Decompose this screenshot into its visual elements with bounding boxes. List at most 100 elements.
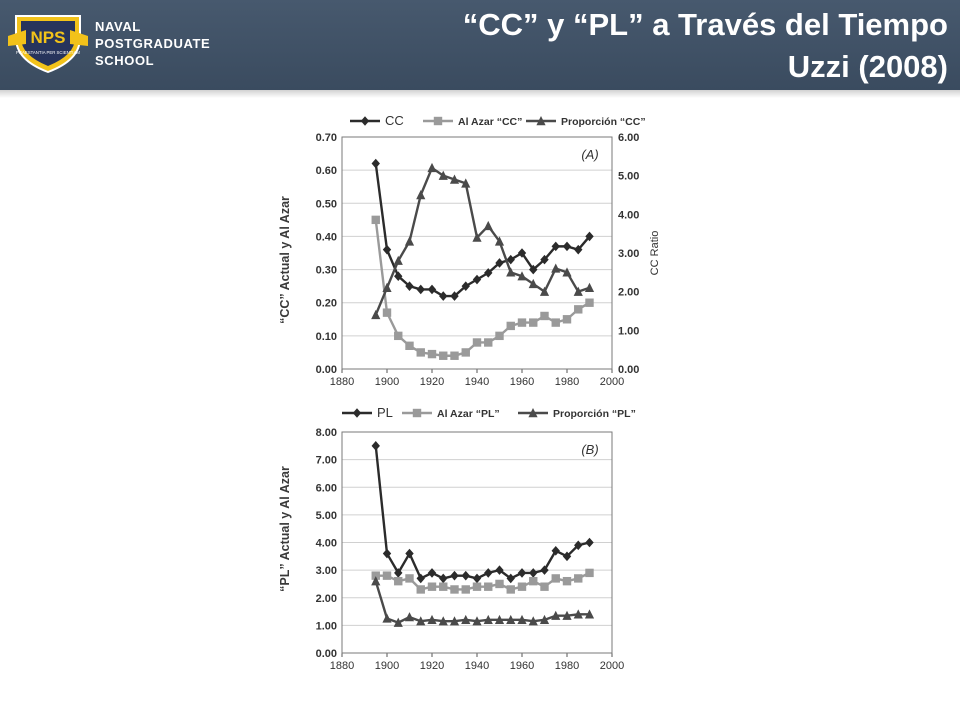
series-line — [374, 445, 590, 580]
data-point — [584, 282, 595, 292]
data-point — [551, 545, 560, 556]
slide-header — [0, 0, 960, 90]
data-point — [416, 348, 425, 357]
legend-label: Al Azar “PL” — [437, 408, 500, 420]
x-tick-label: 1940 — [465, 660, 489, 672]
data-point — [427, 284, 437, 295]
data-point — [439, 291, 448, 301]
legend-label: Al Azar “CC” — [458, 116, 522, 128]
data-point — [506, 254, 515, 265]
data-point — [585, 298, 594, 307]
legend-label: CC — [385, 113, 404, 128]
data-point — [416, 585, 425, 594]
data-point — [461, 281, 470, 291]
data-point — [450, 351, 459, 360]
data-point — [540, 254, 549, 265]
data-point — [439, 582, 448, 591]
data-point — [495, 331, 504, 341]
plot-frame — [341, 431, 613, 654]
data-point — [416, 284, 425, 295]
plot-frame — [341, 136, 613, 370]
data-point — [472, 274, 482, 285]
data-point — [562, 241, 572, 252]
data-point — [371, 309, 381, 320]
y2-tick-label: 4.00 — [618, 209, 639, 221]
y-tick-label: 5.00 — [316, 510, 337, 522]
slide-title: “CC” y “PL” a Través del Tiempo Uzzi (20… — [463, 4, 948, 88]
y-tick-label: 7.00 — [316, 455, 337, 467]
series-line — [374, 163, 591, 298]
y-tick-label: 0.60 — [316, 165, 337, 177]
data-point — [574, 574, 583, 583]
data-point — [472, 232, 482, 242]
data-point — [551, 610, 561, 620]
data-point — [382, 282, 392, 292]
data-point — [484, 338, 493, 347]
data-point — [382, 613, 392, 623]
data-point — [371, 571, 380, 580]
data-point — [551, 241, 560, 252]
data-point — [495, 579, 504, 589]
data-point — [461, 178, 471, 188]
data-point — [506, 573, 515, 584]
y-tick-label: 0.10 — [316, 331, 337, 343]
data-point — [382, 571, 392, 580]
data-point — [427, 582, 437, 591]
y-tick-label: 0.30 — [316, 265, 337, 277]
data-point — [439, 351, 448, 360]
school-name-line: SCHOOL — [95, 53, 155, 68]
panel-label: (A) — [581, 147, 598, 162]
y-tick-label: 1.00 — [316, 620, 337, 632]
y2-tick-label: 5.00 — [618, 171, 639, 183]
data-point — [539, 614, 550, 625]
data-point — [574, 540, 583, 551]
data-point — [585, 231, 594, 242]
data-point — [405, 548, 414, 559]
data-point — [562, 610, 572, 620]
x-tick-label: 1880 — [330, 660, 354, 672]
y-tick-label: 0.00 — [316, 364, 337, 376]
data-point — [484, 582, 493, 591]
data-point — [449, 174, 460, 184]
data-point — [494, 236, 505, 246]
data-point — [529, 576, 538, 586]
data-point — [573, 286, 583, 296]
y-tick-label: 0.50 — [316, 198, 337, 210]
data-point — [551, 263, 561, 273]
data-point — [427, 349, 437, 359]
y-tick-label: 3.00 — [316, 565, 337, 577]
y2-tick-label: 1.00 — [618, 325, 639, 337]
chart-pl: 0.00 1.00 2.00 3.00 4.00 5.00 6.00 7.00 8.00 1880… — [316, 405, 636, 672]
data-point — [371, 215, 380, 225]
data-point — [449, 616, 460, 626]
x-tick-label: 1920 — [420, 376, 444, 388]
y2-tick-label: 3.00 — [618, 248, 639, 260]
x-tick-label: 1900 — [375, 376, 399, 388]
y-tick-label: 0.70 — [316, 132, 337, 144]
x-tick-label: 1920 — [420, 660, 444, 672]
data-point — [483, 220, 493, 231]
data-point — [562, 576, 572, 586]
data-point — [551, 574, 560, 583]
title-line-2: Uzzi (2008) — [787, 49, 948, 84]
data-point — [416, 616, 426, 626]
data-point — [382, 548, 392, 559]
data-point — [517, 318, 527, 327]
data-point — [427, 568, 437, 578]
nps-shield-icon: NPS PRAESTANTIA PER SCIENTIAM — [8, 15, 88, 74]
data-point — [539, 286, 550, 296]
data-point — [427, 614, 437, 625]
legend-label: PL — [377, 405, 393, 420]
data-point — [529, 568, 538, 578]
y-tick-label: 4.00 — [316, 538, 337, 550]
data-point — [394, 576, 403, 586]
logo-mark: NPS — [31, 28, 66, 47]
legend-marker — [536, 116, 546, 126]
y2-tick-label: 0.00 — [618, 364, 639, 376]
data-point — [450, 570, 459, 581]
y-tick-label: 2.00 — [316, 593, 337, 605]
data-point — [506, 267, 516, 277]
legend-marker — [360, 116, 370, 126]
data-point — [574, 244, 583, 255]
data-point — [551, 318, 560, 327]
